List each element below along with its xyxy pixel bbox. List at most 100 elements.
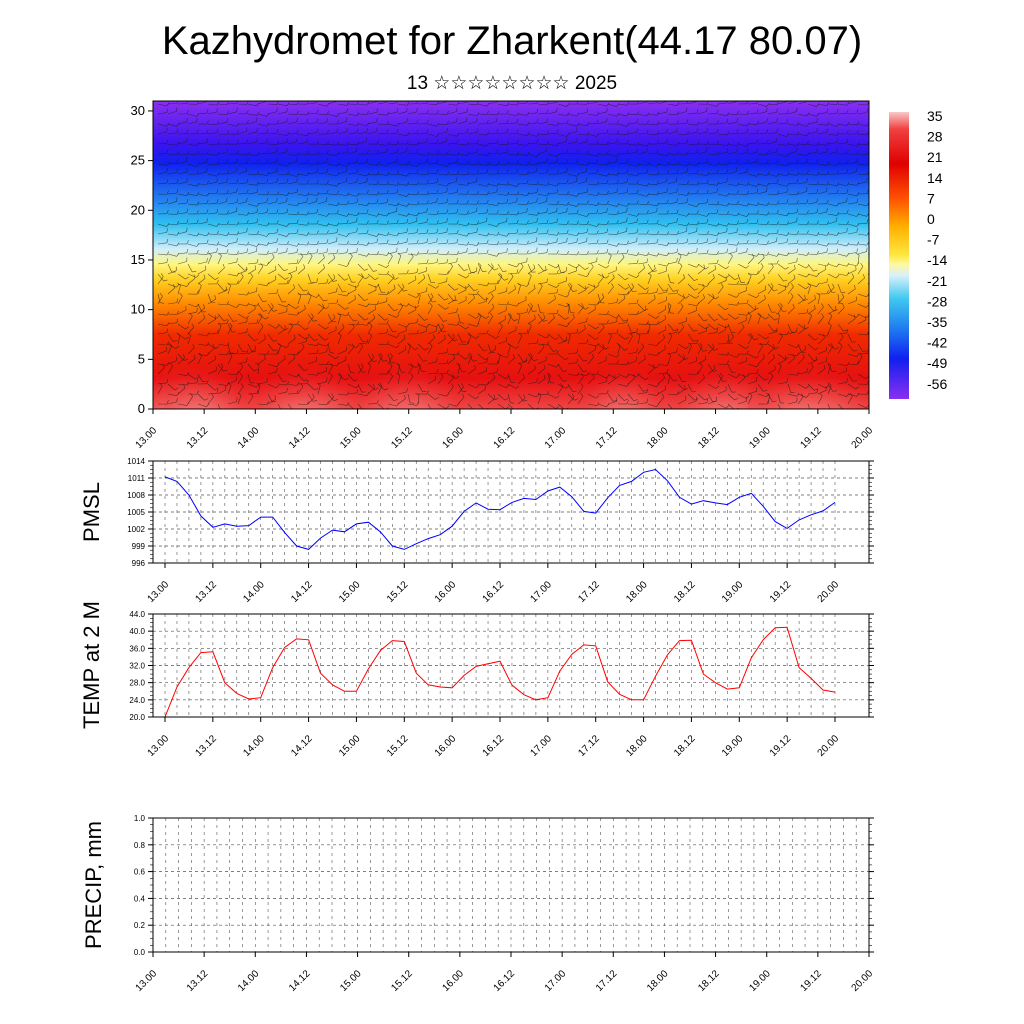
wind-barb [727,323,732,333]
wind-barb-flag [746,159,749,164]
wind-barb [217,181,227,185]
x-tick-label: 16.12 [481,733,507,759]
wind-barb [447,121,457,125]
wind-barb [517,285,521,295]
wind-barb [157,123,167,127]
wind-barb-flag [786,330,789,335]
wind-barb [747,293,757,299]
wind-barb [717,353,727,356]
wind-barb-flag [546,248,549,253]
wind-barb [417,353,424,362]
wind-barb [697,377,705,385]
wind-barb-flag [416,318,419,323]
wind-barb [297,403,307,406]
wind-barb-flag [484,357,489,360]
wind-barb [197,355,202,365]
wind-barb [737,327,745,335]
wind-barb-flag [646,252,650,256]
wind-barb [787,193,797,196]
wind-barb [377,132,387,135]
wind-barb-flag [716,328,718,333]
wind-barb-flag [226,232,230,236]
y-tick-label: 996 [132,559,146,568]
wind-barb [577,306,584,315]
wind-barb [317,282,327,285]
wind-barb-flag [276,228,279,233]
wind-barb [687,123,697,126]
wind-barb [377,233,387,236]
wind-barb-flag [516,129,519,134]
wind-barb-flag [306,192,310,197]
wind-barb [377,332,387,335]
wind-barb [207,293,212,303]
wind-barb-flag [703,350,708,352]
y-tick-label: 0 [138,401,145,416]
wind-barb-flag [836,131,840,136]
wind-barb [847,277,855,285]
wind-barb [597,143,608,145]
wind-barb-flag [326,168,329,173]
wind-barb-flag [216,199,219,204]
wind-barb [717,113,727,117]
wind-barb [647,367,655,375]
wind-barb-flag [796,191,800,195]
wind-barb [227,303,237,308]
wind-barb [617,343,625,351]
wind-barb [527,393,537,398]
wind-barb [387,192,397,195]
wind-barb-flag [643,390,648,392]
wind-barb-flag [396,314,400,318]
wind-barb-flag [756,139,759,144]
wind-barb-flag [526,240,529,245]
wind-barb-flag [546,182,550,186]
wind-barb-flag [520,263,524,267]
wind-barb-flag [228,382,232,386]
wind-barb [777,223,787,226]
wind-barb [687,101,697,105]
wind-barb [357,303,367,308]
wind-barb [517,153,527,156]
wind-barb-flag [736,182,740,187]
wind-barb-flag [729,342,734,345]
wind-barb-flag [446,228,448,233]
wind-barb-flag [226,101,230,106]
wind-barb [747,309,756,315]
wind-barb-flag [756,219,759,224]
wind-barb-flag [676,248,678,253]
wind-barb-flag [569,282,573,287]
wind-barb [817,368,826,375]
wind-barb [257,303,264,312]
wind-barb-flag [246,159,249,164]
wind-barb [417,295,421,305]
wind-barb-flag [806,199,809,204]
wind-barb [197,221,207,225]
wind-barb [337,213,347,217]
wind-barb-flag [776,200,779,205]
wind-barb [557,133,567,137]
wind-barb [177,212,187,215]
wind-barb-flag [512,354,515,358]
wind-barb [287,161,297,165]
wind-barb [337,359,347,365]
wind-barb-flag [336,128,339,133]
wind-barb [277,173,287,176]
wind-barb-flag [686,222,690,227]
wind-barb [517,113,527,116]
wind-barb-flag [410,253,414,257]
wind-barb-flag [694,398,699,401]
wind-barb-flag [696,121,700,126]
wind-barb-flag [396,334,400,338]
wind-barb [487,343,492,353]
wind-barb [477,315,482,325]
wind-barb [797,101,807,105]
wind-barb-flag [186,283,190,287]
wind-barb-flag [626,240,629,245]
wind-barb [297,233,307,236]
wind-barb [657,163,667,166]
wind-barb-flag [306,138,308,143]
wind-barb-flag [486,282,490,287]
wind-barb [367,383,376,390]
wind-barb-flag [583,359,588,362]
wind-barb-flag [454,288,459,291]
wind-barb [167,283,177,288]
